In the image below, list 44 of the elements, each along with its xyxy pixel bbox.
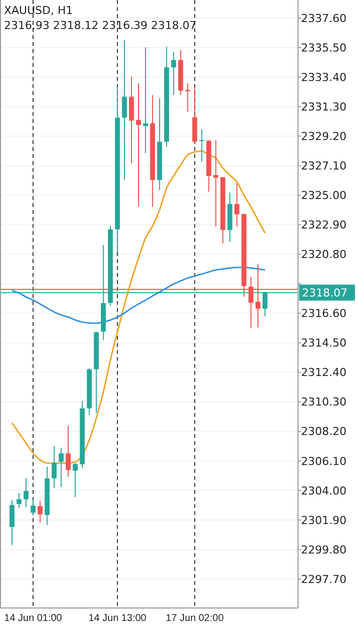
candlestick — [16, 492, 22, 509]
candlestick — [122, 39, 127, 180]
candlestick — [136, 82, 141, 208]
line-series — [11, 266, 266, 324]
y-tick-label: 2316.60 — [301, 307, 346, 320]
candlestick — [38, 500, 43, 524]
y-tick-label: 2337.60 — [301, 12, 346, 25]
y-tick-label: 2310.30 — [301, 396, 346, 409]
candlestick — [66, 425, 71, 478]
y-tick-label: 2335.50 — [301, 41, 346, 54]
y-tick-label: 2314.50 — [301, 336, 346, 350]
chart-title: XAUUSD, H1 — [4, 4, 73, 17]
y-tick-label: 2299.80 — [301, 543, 346, 556]
y-tick-label: 2306.10 — [301, 454, 346, 468]
x-tick-label: 17 Jun 02:00 — [166, 613, 224, 624]
candlestick — [185, 82, 190, 112]
candlestick — [171, 51, 176, 96]
y-tick-label: 2301.90 — [301, 514, 346, 527]
candlestick — [143, 46, 148, 154]
y-tick-label: 2322.90 — [301, 218, 346, 232]
candlestick — [24, 478, 29, 508]
y-tick-label: 2297.70 — [301, 572, 346, 586]
candlestick — [234, 182, 240, 228]
candlestick — [72, 462, 78, 498]
candlestick — [199, 128, 204, 162]
y-tick-label: 2304.00 — [301, 484, 346, 498]
x-tick-label: 14 Jun 01:00 — [4, 613, 62, 624]
x-tick-label: 14 Jun 13:00 — [88, 613, 147, 624]
y-tick-label: 2312.40 — [301, 366, 346, 380]
y-tick-label: 2327.10 — [301, 159, 346, 172]
candlestick — [30, 500, 36, 515]
text: 2316.93 2318.12 2316.39 2318.07 — [4, 19, 196, 32]
candlestick — [52, 446, 57, 489]
y-tick-label: 2329.20 — [301, 130, 346, 143]
candlestick — [213, 140, 218, 228]
y-tick-label: 2308.20 — [301, 425, 346, 438]
candlestick — [10, 500, 14, 546]
ref-line-label: 2318.07 — [302, 286, 348, 300]
y-tick-label: 2331.30 — [301, 100, 346, 114]
y-tick-label: 2333.40 — [301, 70, 346, 84]
candlestick — [129, 76, 134, 164]
y-tick-label: 2325.00 — [301, 189, 346, 202]
candlestick — [58, 447, 64, 488]
y-tick-label: 2320.80 — [301, 248, 346, 262]
